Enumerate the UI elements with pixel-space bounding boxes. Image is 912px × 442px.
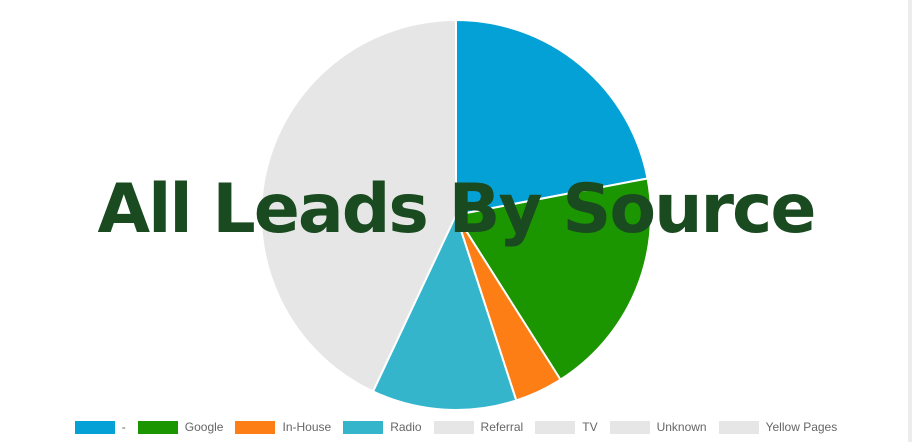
scrollbar-edge [908, 0, 912, 442]
legend-label-6: Unknown [656, 420, 707, 434]
legend-item-0[interactable]: - [74, 420, 126, 434]
legend-swatch-3 [343, 420, 384, 434]
legend-swatch-7 [718, 420, 759, 434]
legend-label-5: TV [582, 420, 598, 434]
legend-swatch-0 [74, 420, 115, 434]
legend-item-3[interactable]: Radio [343, 420, 422, 434]
legend-item-5[interactable]: TV [535, 420, 598, 434]
chart-title: All Leads By Source [97, 170, 817, 249]
legend-swatch-1 [137, 420, 178, 434]
legend: - Google In-House Radio Referral TV Unknown Yel… [0, 418, 912, 436]
legend-item-1[interactable]: Google [137, 420, 224, 434]
pie-slice-3[interactable] [371, 212, 518, 411]
legend-label-2: In-House [282, 420, 332, 434]
legend-swatch-5 [535, 420, 576, 434]
legend-swatch-6 [609, 420, 650, 434]
pie-slice-7[interactable] [260, 18, 457, 393]
legend-label-7: Yellow Pages [765, 420, 838, 434]
legend-swatch-4 [433, 420, 474, 434]
pie-slice-0[interactable] [455, 18, 649, 217]
pie-slice-1[interactable] [454, 177, 652, 382]
legend-swatch-2 [235, 420, 276, 434]
legend-label-1: Google [184, 420, 224, 434]
legend-label-3: Radio [390, 420, 422, 434]
legend-item-6[interactable]: Unknown [609, 420, 707, 434]
legend-label-0: - [121, 420, 126, 434]
legend-label-4: Referral [480, 420, 524, 434]
legend-item-7[interactable]: Yellow Pages [718, 420, 838, 434]
legend-item-2[interactable]: In-House [235, 420, 331, 434]
legend-item-4[interactable]: Referral [433, 420, 524, 434]
